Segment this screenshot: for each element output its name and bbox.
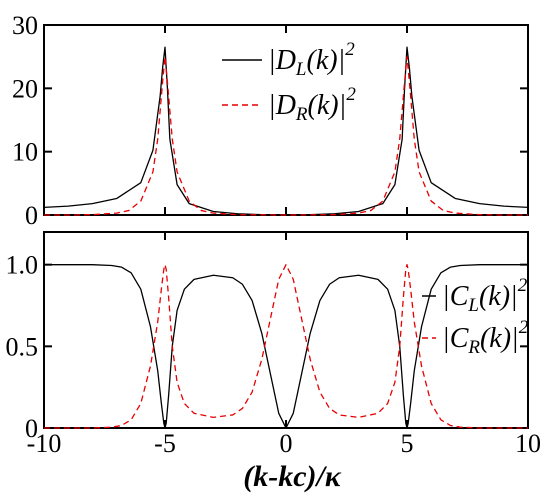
x-axis-label: (k-kc)/κ xyxy=(243,460,342,493)
bottom-series-line xyxy=(44,264,528,429)
x-tick-label: -5 xyxy=(154,429,176,458)
top-ytick-label: 20 xyxy=(12,74,38,103)
bottom-legend-label: |CR(k)|2 xyxy=(442,317,529,358)
bottom-legend: |CL(k)|2|CR(k)|2 xyxy=(422,275,529,358)
x-tick-label: -10 xyxy=(27,429,62,458)
x-tick-label: 0 xyxy=(280,429,293,458)
top-ytick-label: 10 xyxy=(12,138,38,167)
bottom-ytick-label: 1.0 xyxy=(6,251,39,280)
top-legend: |DL(k)|2|DR(k)|2 xyxy=(222,39,356,125)
bottom-legend-label: |CL(k)|2 xyxy=(442,275,528,316)
bottom-series-line xyxy=(44,264,528,429)
bottom-ytick-label: 0.5 xyxy=(6,332,39,361)
top-legend-label: |DL(k)|2 xyxy=(268,39,355,80)
top-ytick-label: 0 xyxy=(25,201,38,230)
top-series-line xyxy=(44,56,528,216)
top-ytick-label: 30 xyxy=(12,11,38,40)
bottom-ytick-label: 0 xyxy=(25,414,38,443)
x-tick-label: 5 xyxy=(401,429,414,458)
top-panel: 0 10 20 30 |DL(k)|2|DR(k)|2 xyxy=(12,11,529,230)
x-tick-label: 10 xyxy=(515,429,541,458)
top-legend-label: |DR(k)|2 xyxy=(268,84,356,125)
bottom-panel: 0 0.5 1.0 -10 -5 0 5 10 |CL(k)|2|CR(k)|2 xyxy=(6,231,541,458)
